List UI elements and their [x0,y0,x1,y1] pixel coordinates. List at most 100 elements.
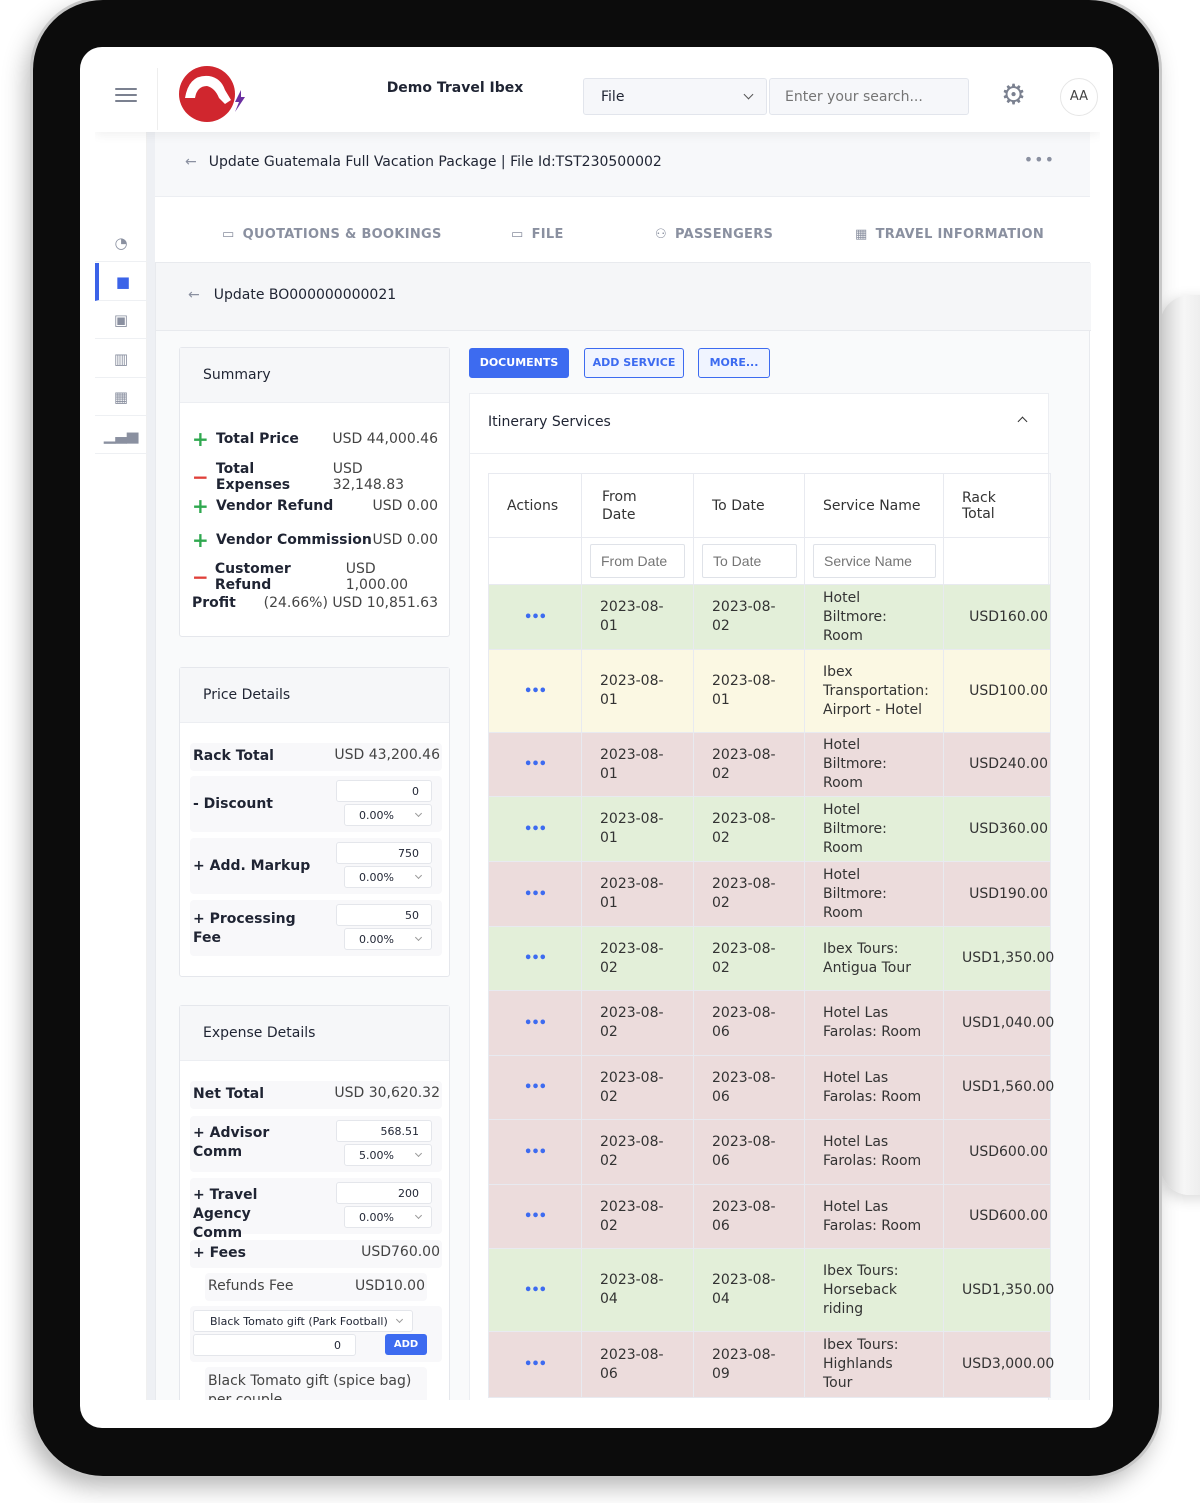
search-scope-select[interactable]: File [583,78,767,115]
processing-fee-amount-input[interactable]: 50 [336,904,432,926]
tab-passengers[interactable]: ⚇ PASSENGERS [655,227,773,242]
cell-to-date: 2023-08-02 [693,732,805,797]
advisor-comm-amount-input[interactable]: 568.51 [336,1120,432,1142]
itinerary-services-card: Itinerary Services Actions From Date To … [469,393,1054,1400]
net-total-row: Net Total USD 30,620.32 [190,1081,442,1109]
table-row: ••• 2023-08-04 2023-08-04 Ibex Tours: Ho… [488,1248,1054,1332]
sidebar-item-files[interactable]: ■ [95,263,147,301]
row-actions-icon[interactable]: ••• [488,861,582,927]
summary-card: Summary + Total Price USD 44,000.46 − Total… [179,347,450,637]
cell-from-date: 2023-08-06 [581,1331,694,1398]
cell-to-date: 2023-08-06 [693,990,805,1056]
cell-to-date: 2023-08-06 [693,1055,805,1120]
discount-amount-input[interactable]: 0 [336,780,432,802]
row-actions-icon[interactable]: ••• [488,1184,582,1249]
cell-rack-total: USD360.00 [943,796,1051,862]
cell-to-date: 2023-08-02 [693,861,805,927]
contacts-icon: ▣ [113,310,129,329]
column-header-from-date[interactable]: From Date [581,473,694,538]
sidebar-edge [147,132,155,1400]
more-button[interactable]: MORE... [698,348,770,378]
search-input[interactable] [769,78,969,115]
advisor-comm-row: + Advisor Comm 568.51 5.00% [190,1116,442,1172]
advisor-comm-percent-select[interactable]: 5.00% [344,1144,432,1166]
chevron-down-icon [414,1149,423,1158]
fee-type-select[interactable]: Black Tomato gift (Park Football) [193,1310,413,1332]
top-header: Demo Travel Ibex File ⚙ AA [95,60,1100,132]
sidebar-item-contacts[interactable]: ▣ [95,301,147,339]
cell-from-date: 2023-08-01 [581,584,694,650]
sidebar-item-dashboard[interactable]: ◔ [95,224,147,262]
cell-service-name: Hotel Biltmore: Room [804,861,944,927]
tab-quotations-bookings[interactable]: ▭ QUOTATIONS & BOOKINGS [222,227,442,242]
summary-row-profit: Profit (24.66%) USD 10,851.63 [192,595,438,611]
processing-fee-percent-select[interactable]: 0.00% [344,928,432,950]
row-actions-icon[interactable]: ••• [488,584,582,650]
cell-from-date: 2023-08-02 [581,990,694,1056]
row-actions-icon[interactable]: ••• [488,732,582,797]
cell-service-name: Hotel Las Farolas: Room [804,990,944,1056]
hamburger-menu-icon[interactable] [115,88,137,104]
column-header-to-date[interactable]: To Date [693,473,805,538]
app: Demo Travel Ibex File ⚙ AA ◔ ■ ▣ ▥ ▦ ▁▃▅… [95,60,1100,1400]
row-actions-icon[interactable]: ••• [488,1119,582,1185]
documents-button[interactable]: DOCUMENTS [469,348,569,378]
column-header-service-name[interactable]: Service Name [804,473,944,538]
tab-travel-information[interactable]: ▦ TRAVEL INFORMATION [855,227,1044,242]
cell-from-date: 2023-08-02 [581,926,694,991]
fees-row: + Fees USD760.00 [190,1240,442,1268]
cell-service-name: Hotel Biltmore: Room [804,796,944,862]
row-actions-icon[interactable]: ••• [488,926,582,991]
folder-icon: ■ [115,272,131,291]
row-actions-icon[interactable]: ••• [488,649,582,733]
more-options-icon[interactable]: ••• [1023,150,1055,169]
add-fee-button[interactable]: ADD [385,1334,427,1355]
column-header-rack-total[interactable]: Rack Total [943,473,1051,538]
tab-file[interactable]: ▭ FILE [511,227,564,242]
back-arrow-icon[interactable]: ← [185,154,197,170]
summary-row: − Customer Refund USD 1,000.00 [192,561,409,593]
row-actions-icon[interactable]: ••• [488,1248,582,1332]
row-actions-icon[interactable]: ••• [488,990,582,1056]
agency-comm-amount-input[interactable]: 200 [336,1182,432,1204]
row-actions-icon[interactable]: ••• [488,1055,582,1120]
chart-icon: ▁▃▅ [103,425,139,444]
from-date-filter[interactable] [590,544,685,578]
markup-amount-input[interactable]: 750 [336,842,432,864]
row-actions-icon[interactable]: ••• [488,796,582,862]
gear-icon[interactable]: ⚙ [1001,78,1027,111]
sidebar-item-reports[interactable]: ▁▃▅ [95,416,147,454]
plus-icon: + [192,528,209,552]
building-icon: ▦ [113,387,129,406]
briefcase-icon: ▥ [113,349,129,368]
summary-row: − Total Expenses USD 32,148.83 [192,461,405,493]
itinerary-header[interactable]: Itinerary Services [470,394,1048,454]
fee-amount-input[interactable]: 0 [193,1334,356,1356]
cell-service-name: Ibex Tours: Highlands Tour [804,1331,944,1398]
table-row: ••• 2023-08-02 2023-08-06 Hotel Las Faro… [488,1119,1051,1185]
avatar[interactable]: AA [1060,78,1098,116]
cell-to-date: 2023-08-02 [693,926,805,991]
row-actions-icon[interactable]: ••• [488,1331,582,1398]
back-arrow-icon[interactable]: ← [188,287,200,303]
cell-rack-total: USD240.00 [943,732,1051,797]
cell-rack-total: USD100.00 [943,649,1051,733]
add-service-button[interactable]: ADD SERVICE [584,348,684,378]
sidebar-item-suppliers[interactable]: ▦ [95,378,147,416]
markup-percent-select[interactable]: 0.00% [344,866,432,888]
chevron-up-icon[interactable] [1017,416,1028,427]
discount-row: - Discount 0 0.00% [190,776,442,832]
to-date-filter[interactable] [702,544,797,578]
sidebar-item-trips[interactable]: ▥ [95,340,147,378]
stylus-pencil [1160,295,1200,1195]
chevron-down-icon [414,1211,423,1220]
service-name-filter[interactable] [813,544,936,578]
cell-service-name: Hotel Las Farolas: Room [804,1055,944,1120]
summary-row: + Vendor Commission USD 0.00 [192,528,438,552]
discount-percent-select[interactable]: 0.00% [344,804,432,826]
breadcrumb: ← Update Guatemala Full Vacation Package … [155,132,1090,197]
cell-from-date: 2023-08-01 [581,732,694,797]
table-row: ••• 2023-08-01 2023-08-02 Hotel Biltmore… [488,584,1051,650]
agency-comm-percent-select[interactable]: 0.00% [344,1206,432,1228]
cell-service-name: Hotel Las Farolas: Room [804,1119,944,1185]
